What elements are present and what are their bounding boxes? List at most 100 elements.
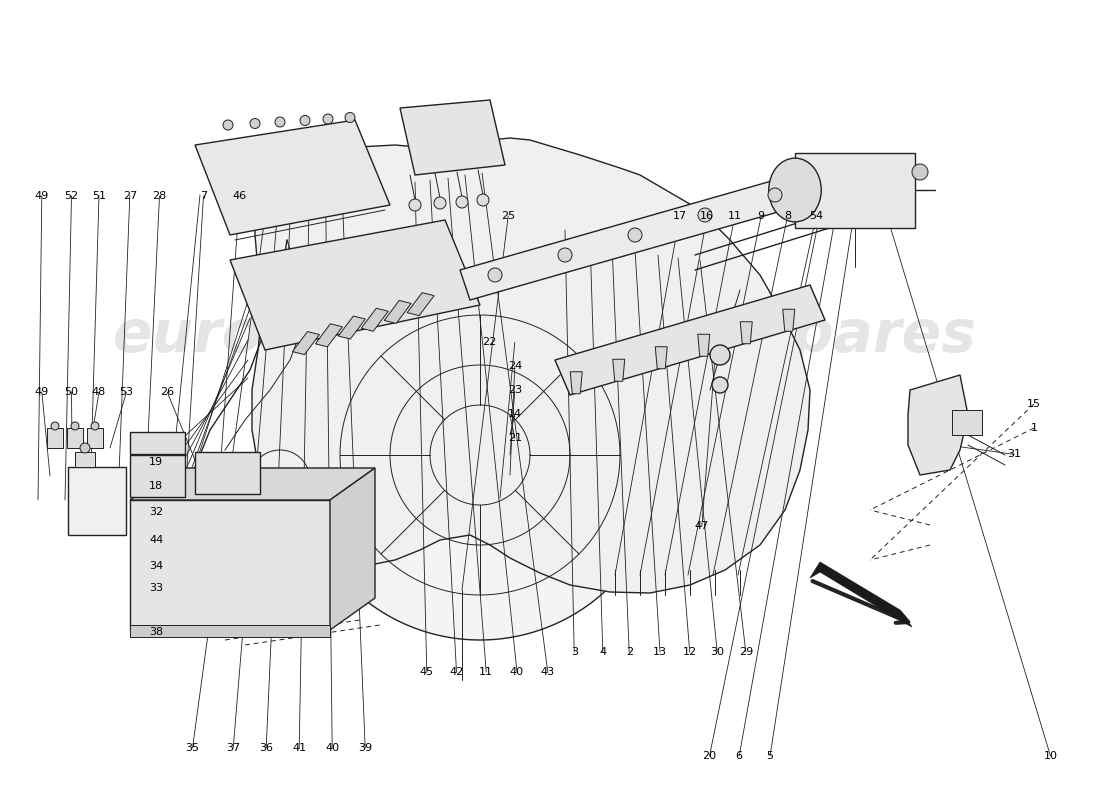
Circle shape bbox=[698, 208, 712, 222]
Circle shape bbox=[72, 422, 79, 430]
FancyBboxPatch shape bbox=[87, 428, 103, 448]
Polygon shape bbox=[130, 500, 330, 630]
Text: 49: 49 bbox=[35, 387, 48, 397]
Text: 45: 45 bbox=[420, 667, 433, 677]
Text: 34: 34 bbox=[150, 561, 163, 570]
Circle shape bbox=[912, 164, 928, 180]
Text: 12: 12 bbox=[683, 647, 696, 657]
Text: 42: 42 bbox=[450, 667, 463, 677]
Text: 24: 24 bbox=[508, 362, 521, 371]
Polygon shape bbox=[570, 372, 582, 394]
Circle shape bbox=[488, 268, 502, 282]
Text: 10: 10 bbox=[1044, 751, 1057, 761]
FancyBboxPatch shape bbox=[67, 428, 82, 448]
FancyBboxPatch shape bbox=[68, 467, 126, 535]
Circle shape bbox=[275, 117, 285, 127]
Text: 40: 40 bbox=[326, 743, 339, 753]
Text: 37: 37 bbox=[227, 743, 240, 753]
Circle shape bbox=[710, 345, 730, 365]
Circle shape bbox=[80, 443, 90, 453]
Text: 23: 23 bbox=[508, 386, 521, 395]
Polygon shape bbox=[316, 324, 342, 347]
Text: 29: 29 bbox=[739, 647, 752, 657]
Text: 7: 7 bbox=[200, 191, 207, 201]
Polygon shape bbox=[740, 322, 752, 344]
Polygon shape bbox=[460, 170, 820, 300]
Text: 36: 36 bbox=[260, 743, 273, 753]
Text: 53: 53 bbox=[120, 387, 133, 397]
Polygon shape bbox=[130, 468, 375, 500]
FancyBboxPatch shape bbox=[952, 410, 982, 435]
Text: 6: 6 bbox=[736, 751, 743, 761]
Polygon shape bbox=[230, 220, 480, 350]
Text: 17: 17 bbox=[673, 211, 686, 221]
Text: 25: 25 bbox=[502, 211, 515, 221]
Ellipse shape bbox=[769, 158, 822, 222]
Text: 4: 4 bbox=[600, 647, 606, 657]
Text: 26: 26 bbox=[161, 387, 174, 397]
Polygon shape bbox=[656, 346, 668, 369]
Text: 11: 11 bbox=[480, 667, 493, 677]
Circle shape bbox=[768, 188, 782, 202]
Text: 40: 40 bbox=[510, 667, 524, 677]
Text: 14: 14 bbox=[508, 410, 521, 419]
Polygon shape bbox=[407, 293, 434, 316]
Circle shape bbox=[409, 199, 421, 211]
Text: 19: 19 bbox=[150, 458, 163, 467]
Text: 51: 51 bbox=[92, 191, 106, 201]
Text: 1: 1 bbox=[1031, 423, 1037, 433]
Text: 44: 44 bbox=[150, 535, 163, 545]
Text: 52: 52 bbox=[65, 191, 78, 201]
Circle shape bbox=[223, 120, 233, 130]
Text: 2: 2 bbox=[626, 647, 632, 657]
Polygon shape bbox=[400, 100, 505, 175]
Polygon shape bbox=[195, 120, 390, 235]
Circle shape bbox=[558, 248, 572, 262]
Text: 38: 38 bbox=[150, 627, 163, 637]
Polygon shape bbox=[384, 301, 411, 323]
Text: 30: 30 bbox=[711, 647, 724, 657]
Circle shape bbox=[250, 118, 260, 129]
Text: 27: 27 bbox=[123, 191, 136, 201]
Text: 18: 18 bbox=[150, 481, 163, 490]
Polygon shape bbox=[810, 562, 912, 627]
Polygon shape bbox=[613, 359, 625, 382]
Polygon shape bbox=[556, 285, 825, 395]
FancyBboxPatch shape bbox=[75, 452, 95, 467]
FancyBboxPatch shape bbox=[130, 625, 330, 637]
FancyBboxPatch shape bbox=[130, 455, 185, 497]
Text: 16: 16 bbox=[701, 211, 714, 221]
Polygon shape bbox=[252, 138, 810, 593]
Text: 8: 8 bbox=[784, 211, 791, 221]
Text: 15: 15 bbox=[1027, 399, 1041, 409]
Text: 13: 13 bbox=[653, 647, 667, 657]
Polygon shape bbox=[295, 270, 666, 640]
Polygon shape bbox=[339, 316, 365, 339]
Text: eurospares: eurospares bbox=[607, 307, 977, 365]
Text: 50: 50 bbox=[65, 387, 78, 397]
Circle shape bbox=[91, 422, 99, 430]
FancyBboxPatch shape bbox=[195, 452, 260, 494]
Text: 5: 5 bbox=[767, 751, 773, 761]
Circle shape bbox=[456, 196, 468, 208]
Circle shape bbox=[300, 115, 310, 126]
Polygon shape bbox=[361, 308, 388, 331]
FancyBboxPatch shape bbox=[130, 432, 185, 454]
Text: 21: 21 bbox=[508, 434, 521, 443]
Circle shape bbox=[477, 194, 490, 206]
Text: 54: 54 bbox=[810, 211, 823, 221]
Text: 39: 39 bbox=[359, 743, 372, 753]
Circle shape bbox=[712, 377, 728, 393]
Text: 31: 31 bbox=[1008, 450, 1021, 459]
Text: 46: 46 bbox=[233, 191, 246, 201]
Text: 35: 35 bbox=[186, 743, 199, 753]
FancyBboxPatch shape bbox=[47, 428, 63, 448]
Polygon shape bbox=[293, 332, 319, 354]
Text: 9: 9 bbox=[758, 211, 764, 221]
Text: 3: 3 bbox=[571, 647, 578, 657]
Text: 32: 32 bbox=[150, 507, 163, 517]
Text: 41: 41 bbox=[293, 743, 306, 753]
Text: 43: 43 bbox=[541, 667, 554, 677]
Circle shape bbox=[628, 228, 642, 242]
FancyBboxPatch shape bbox=[795, 153, 915, 228]
